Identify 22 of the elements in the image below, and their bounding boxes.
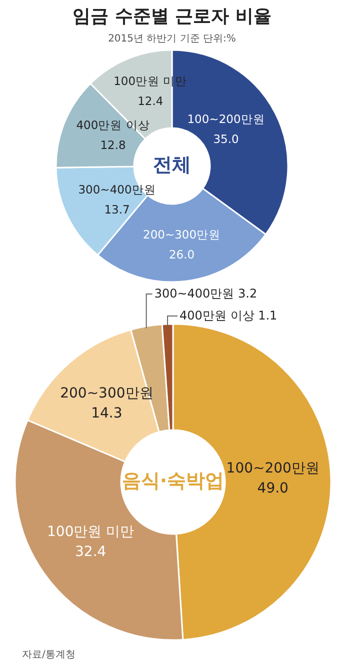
- slice-label: 100만원 미만: [47, 524, 134, 540]
- slice-label: 100~200만원: [187, 112, 265, 126]
- data-label: 12.4: [138, 94, 164, 108]
- slice-label: 300~400만원 3.2: [154, 286, 258, 300]
- data-label: 14.3: [91, 405, 122, 422]
- data-label: 13.7: [104, 202, 130, 217]
- slice-label: 200~300만원: [60, 385, 154, 402]
- data-label: 35.0: [213, 132, 239, 146]
- slice-label: 100~200만원: [226, 460, 320, 477]
- data-label: 12.8: [100, 138, 126, 152]
- text: 음식·숙박업: [122, 470, 224, 492]
- slice-label: 400만원 이상: [76, 118, 150, 132]
- text: 전체: [153, 154, 191, 176]
- text: 자료/통계청: [22, 650, 76, 661]
- data-label: 49.0: [257, 480, 288, 497]
- data-label: 26.0: [168, 248, 195, 262]
- slice-label: 300~400만원: [78, 182, 156, 197]
- chart-subtitle: 2015년 하반기 기준 단위:%: [108, 34, 236, 45]
- chart-title: 임금 수준별 근로자 비율: [72, 6, 272, 27]
- data-label: 32.4: [75, 544, 106, 560]
- slice-label: 200~300만원: [143, 228, 221, 242]
- slice-label: 400만원 이상 1.1: [180, 308, 278, 322]
